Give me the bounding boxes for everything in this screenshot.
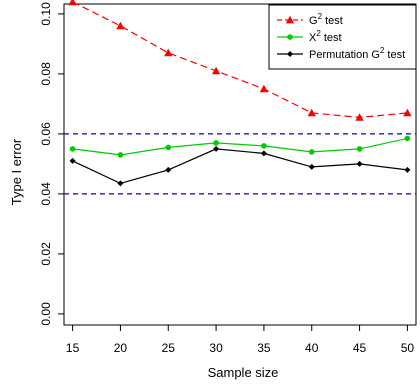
- legend-swatch-marker: [287, 51, 293, 57]
- data-point: [404, 166, 411, 173]
- legend-entry: Permutation G2 test: [277, 46, 405, 61]
- legend-label: Permutation G2 test: [309, 46, 405, 61]
- data-point: [69, 146, 76, 152]
- series-group: [68, 0, 412, 187]
- legend: G2 test X2 test Permutation G2 test: [268, 4, 417, 70]
- legend-entry: X2 test: [277, 29, 342, 44]
- x-tick-label: 30: [209, 341, 223, 355]
- data-point: [68, 0, 77, 6]
- data-point: [356, 160, 363, 167]
- y-tick-label: 0.02: [39, 242, 53, 266]
- x-tick-label: 45: [353, 341, 367, 355]
- x-tick-label: 20: [114, 341, 128, 355]
- y-tick-label: 0.04: [39, 182, 53, 206]
- x-axis-label: Sample size: [208, 365, 279, 380]
- legend-entry: G2 test: [277, 12, 343, 27]
- data-point: [165, 144, 172, 151]
- y-tick-label: 0.06: [39, 122, 53, 146]
- data-point: [259, 84, 269, 93]
- x-tick-label: 40: [305, 341, 319, 355]
- x-tick-label: 35: [257, 341, 271, 355]
- legend-label: G2 test: [309, 12, 343, 27]
- data-point: [404, 135, 411, 142]
- data-point: [69, 157, 76, 164]
- x-tick-label: 15: [66, 341, 80, 355]
- data-point: [308, 163, 315, 170]
- data-point: [260, 150, 267, 157]
- axes: 15 20 25 30 35 40 45 50 0.00 0.02 0.04 0.06 0.08 0.10: [39, 2, 417, 355]
- y-axis-label: Type I error: [9, 138, 24, 205]
- x-tick-label: 25: [162, 341, 176, 355]
- series-3: [69, 145, 411, 187]
- x-tick-label: 50: [401, 341, 415, 355]
- data-point: [213, 140, 219, 146]
- data-point: [307, 108, 316, 117]
- data-point: [211, 66, 221, 75]
- series-2: [69, 135, 411, 158]
- data-point: [213, 145, 220, 152]
- reference-lines: [64, 133, 416, 195]
- data-point: [356, 146, 363, 152]
- legend-swatch-marker: [285, 15, 295, 24]
- series-line: [72, 148, 408, 185]
- data-point: [165, 166, 172, 173]
- y-tick-label: 0.10: [39, 2, 53, 26]
- data-point: [355, 113, 364, 121]
- data-point: [117, 152, 124, 158]
- data-point: [116, 21, 125, 30]
- legend-label: X2 test: [309, 29, 342, 44]
- data-point: [403, 108, 412, 117]
- y-tick-label: 0.08: [39, 62, 53, 86]
- y-tick-label: 0.00: [39, 302, 53, 326]
- legend-swatch-marker: [287, 34, 293, 40]
- series-1: [68, 0, 412, 121]
- series-line: [72, 137, 408, 156]
- data-point: [164, 48, 173, 57]
- data-point: [308, 149, 315, 155]
- data-point: [261, 143, 267, 149]
- data-point: [117, 180, 124, 187]
